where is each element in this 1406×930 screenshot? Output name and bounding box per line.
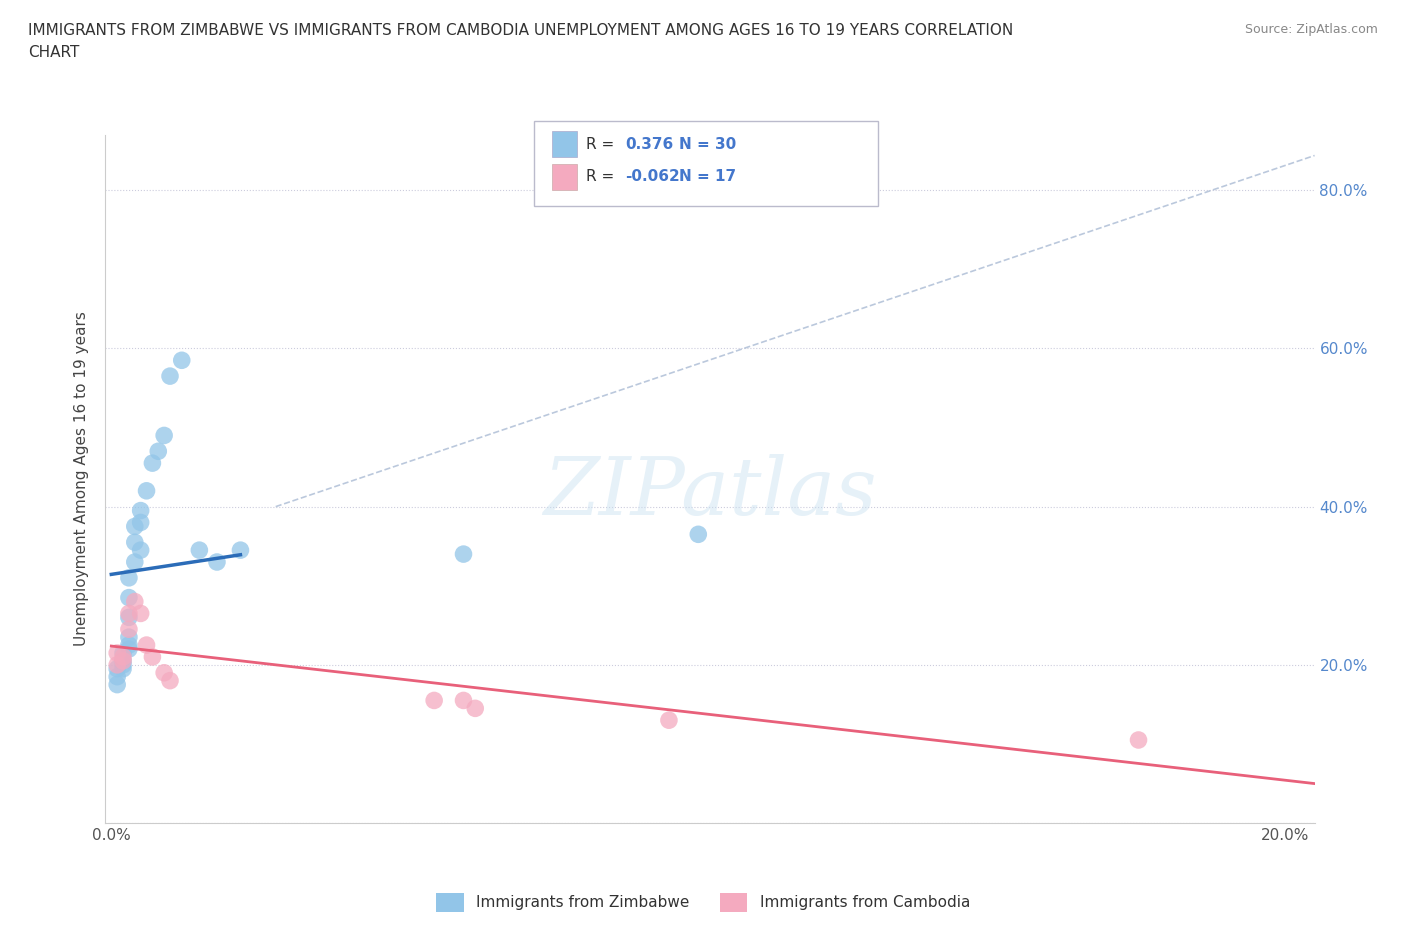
- Point: [159, 673, 181, 688]
- Point: [229, 543, 252, 558]
- Point: [1128, 733, 1150, 748]
- Point: [118, 630, 141, 644]
- Point: [153, 665, 176, 680]
- Text: N = 30: N = 30: [679, 137, 735, 152]
- Legend: Immigrants from Zimbabwe, Immigrants from Cambodia: Immigrants from Zimbabwe, Immigrants fro…: [430, 887, 976, 918]
- Point: [118, 610, 141, 625]
- Point: [141, 456, 163, 471]
- Point: [148, 444, 170, 458]
- Point: [118, 638, 141, 653]
- Text: Source: ZipAtlas.com: Source: ZipAtlas.com: [1244, 23, 1378, 36]
- Point: [112, 658, 135, 672]
- Text: ZIPatlas: ZIPatlas: [543, 454, 877, 531]
- Point: [118, 591, 141, 605]
- Point: [135, 638, 157, 653]
- Point: [118, 606, 141, 621]
- Point: [129, 503, 152, 518]
- Point: [118, 570, 141, 585]
- Point: [118, 642, 141, 657]
- Point: [453, 693, 475, 708]
- Point: [141, 649, 163, 664]
- Text: -0.062: -0.062: [626, 169, 681, 184]
- Point: [124, 554, 146, 569]
- Point: [112, 649, 135, 664]
- Point: [105, 658, 128, 672]
- Point: [170, 352, 193, 367]
- Point: [159, 368, 181, 383]
- Point: [112, 654, 135, 669]
- Point: [205, 554, 228, 569]
- Point: [188, 543, 211, 558]
- Point: [105, 645, 128, 660]
- Point: [135, 484, 157, 498]
- Point: [688, 527, 710, 542]
- Text: R =: R =: [586, 137, 614, 152]
- Text: R =: R =: [586, 169, 614, 184]
- Text: N = 17: N = 17: [679, 169, 735, 184]
- Text: CHART: CHART: [28, 45, 80, 60]
- Point: [112, 654, 135, 669]
- Point: [453, 547, 475, 562]
- Point: [112, 661, 135, 676]
- Point: [124, 535, 146, 550]
- Point: [129, 515, 152, 530]
- Point: [112, 645, 135, 660]
- Text: 0.376: 0.376: [626, 137, 673, 152]
- Point: [423, 693, 446, 708]
- Text: IMMIGRANTS FROM ZIMBABWE VS IMMIGRANTS FROM CAMBODIA UNEMPLOYMENT AMONG AGES 16 : IMMIGRANTS FROM ZIMBABWE VS IMMIGRANTS F…: [28, 23, 1014, 38]
- Point: [153, 428, 176, 443]
- Point: [124, 519, 146, 534]
- Point: [118, 622, 141, 637]
- Point: [658, 712, 681, 727]
- Y-axis label: Unemployment Among Ages 16 to 19 years: Unemployment Among Ages 16 to 19 years: [75, 312, 90, 646]
- Point: [105, 677, 128, 692]
- Point: [129, 606, 152, 621]
- Point: [124, 594, 146, 609]
- Point: [129, 543, 152, 558]
- Point: [464, 701, 486, 716]
- Point: [105, 670, 128, 684]
- Point: [105, 661, 128, 676]
